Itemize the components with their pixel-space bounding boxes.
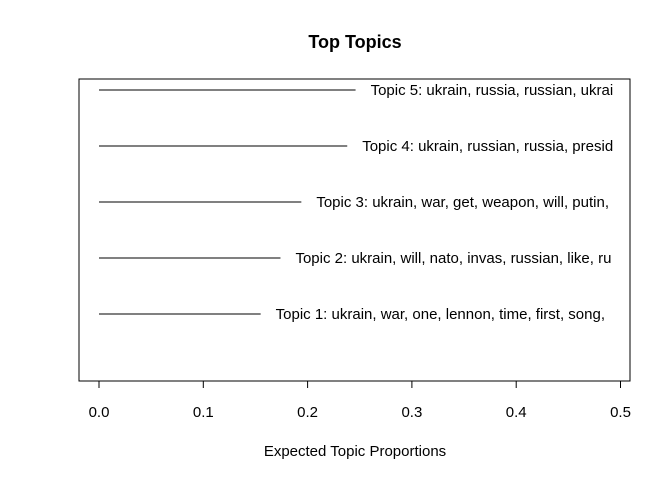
x-tick-label-0: 0.0: [89, 404, 110, 421]
x-tick-label-2: 0.2: [297, 404, 318, 421]
chart-title: Top Topics: [308, 32, 401, 52]
topic-label-2: Topic 2: ukrain, will, nato, invas, russ…: [295, 250, 611, 267]
x-tick-label-4: 0.4: [506, 404, 527, 421]
topic-label-3: Topic 3: ukrain, war, get, weapon, will,…: [316, 194, 609, 211]
x-tick-label-1: 0.1: [193, 404, 214, 421]
topic-label-1: Topic 1: ukrain, war, one, lennon, time,…: [276, 306, 605, 323]
topic-label-4: Topic 4: ukrain, russian, russia, presid: [362, 138, 613, 155]
topic-label-5: Topic 5: ukrain, russia, russian, ukrai: [371, 82, 614, 99]
x-tick-label-3: 0.3: [401, 404, 422, 421]
x-tick-label-5: 0.5: [610, 404, 631, 421]
x-axis: 0.0 0.1 0.2 0.3 0.4 0.5: [89, 381, 631, 421]
plot-frame: [78, 78, 631, 382]
bars-group: Topic 1: ukrain, war, one, lennon, time,…: [99, 82, 613, 323]
x-axis-label: Expected Topic Proportions: [264, 443, 446, 460]
